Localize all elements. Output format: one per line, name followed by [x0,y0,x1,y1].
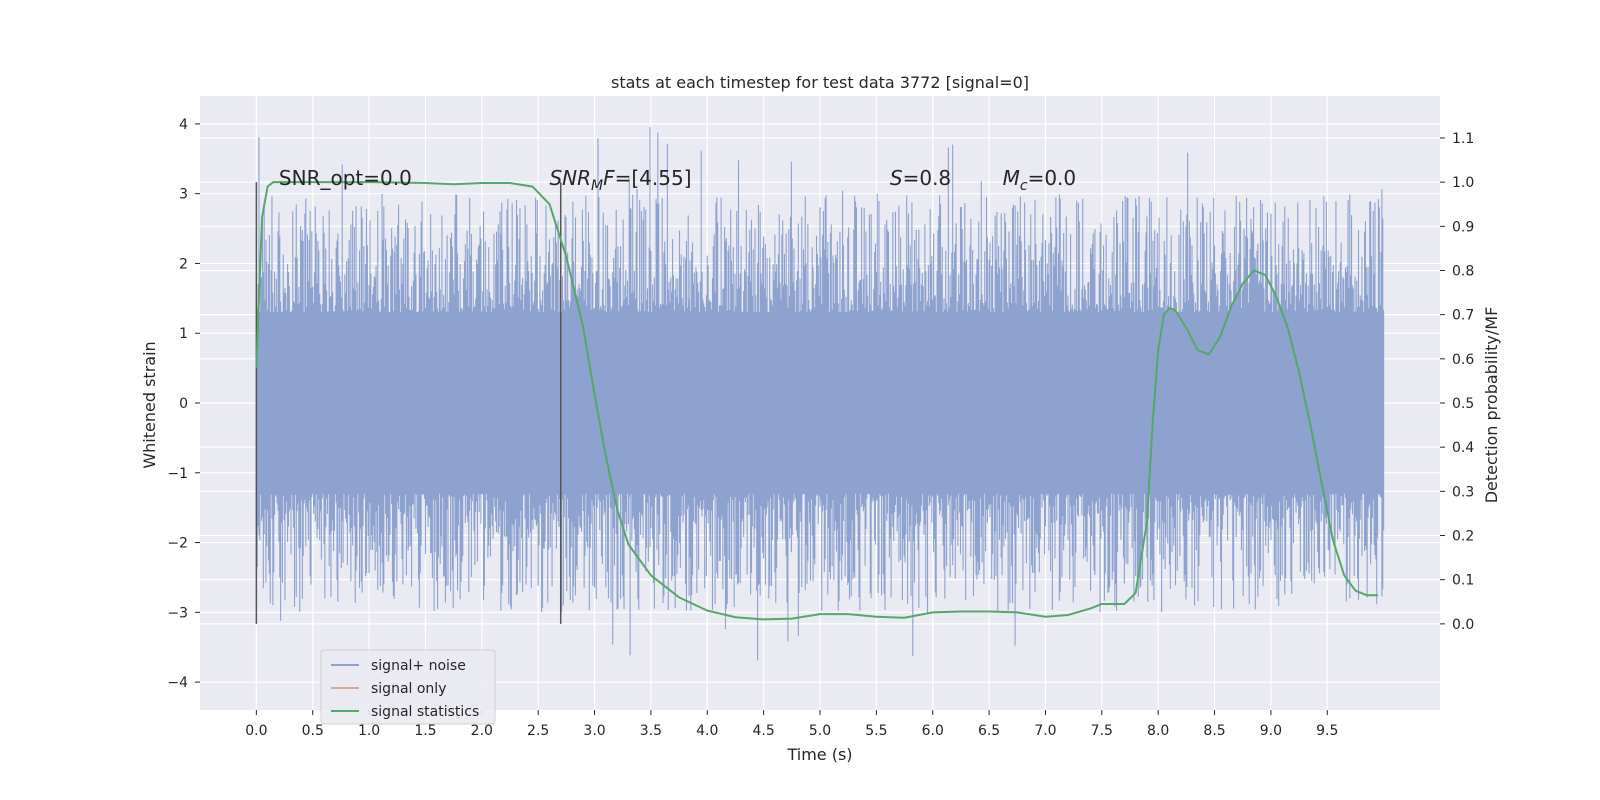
y2-tick-label: 0.4 [1452,440,1474,456]
legend-label: signal only [371,681,446,697]
x-tick-label: 6.5 [978,723,1000,739]
y-tick-label: −3 [167,605,188,621]
x-tick-label: 9.0 [1260,723,1282,739]
x-tick-label: 5.5 [865,723,887,739]
legend: signal+ noise signal only signal statistic… [320,649,496,725]
y-axis-left: 4 3 2 1 0 −1 −2 −3 −4 [167,117,200,691]
x-tick-label: 6.0 [922,723,944,739]
y2-tick-label: 0.1 [1452,573,1474,589]
x-tick-label: 2.0 [471,723,493,739]
y-tick-label: −2 [167,536,188,552]
y2-tick-label: 0.0 [1452,617,1474,633]
x-tick-label: 3.0 [583,723,605,739]
x-tick-label: 4.0 [696,723,718,739]
x-axis: 0.0 0.5 1.0 1.5 2.0 2.5 3.0 3.5 4.0 4.5 5.0 5.5 6.0 6… [245,710,1338,739]
y-axis-label: Whitened strain [140,341,159,468]
y-tick-label: 3 [179,187,188,203]
y2-tick-label: 0.2 [1452,529,1474,545]
x-tick-label: 7.5 [1091,723,1113,739]
series-signal-noise [255,127,1385,661]
annotations: SNR_opt=0.0 SNRMF=[4.55] S=0.8 Mc=0.0 [279,166,1076,194]
y-tick-label: 4 [179,117,188,133]
legend-label: signal statistics [371,704,479,720]
y2-tick-label: 1.1 [1452,131,1474,147]
x-tick-label: 3.5 [640,723,662,739]
y-axis-right: 1.1 1.0 0.9 0.8 0.7 0.6 0.5 0.4 0.3 0.2 0.1 0.0 [1440,131,1474,633]
y2-axis-label: Detection probability/MF [1482,307,1501,504]
x-tick-label: 4.5 [753,723,775,739]
y2-tick-label: 0.6 [1452,352,1474,368]
y2-tick-label: 0.8 [1452,263,1474,279]
x-axis-label: Time (s) [786,745,852,764]
x-tick-label: 1.5 [414,723,436,739]
y-tick-label: 2 [179,256,188,272]
annotation: S=0.8 [890,166,951,190]
x-tick-label: 0.5 [302,723,324,739]
y-tick-label: 0 [179,396,188,412]
y-tick-label: 1 [179,326,188,342]
x-tick-label: 8.0 [1147,723,1169,739]
legend-box [320,649,496,725]
annotation: Mc=0.0 [1003,166,1077,194]
y-tick-label: −1 [167,466,188,482]
signal-statistics-line [255,181,1378,621]
y2-tick-label: 1.0 [1452,175,1474,191]
x-tick-label: 7.0 [1034,723,1056,739]
y2-tick-label: 0.9 [1452,219,1474,235]
y-tick-label: −4 [167,675,188,691]
chart-title: stats at each timestep for test data 377… [611,73,1029,92]
y2-tick-label: 0.3 [1452,484,1474,500]
annotation: SNRMF=[4.55] [549,166,691,194]
x-tick-label: 0.0 [245,723,267,739]
x-tick-label: 2.5 [527,723,549,739]
x-tick-label: 9.5 [1316,723,1338,739]
vertical-markers [255,182,562,624]
annotation: SNR_opt=0.0 [279,166,412,190]
x-tick-label: 8.5 [1203,723,1225,739]
series-signal-statistics [255,181,1378,621]
x-tick-label: 5.0 [809,723,831,739]
legend-label: signal+ noise [371,658,466,674]
x-tick-label: 1.0 [358,723,380,739]
y2-tick-label: 0.7 [1452,308,1474,324]
y2-tick-label: 0.5 [1452,396,1474,412]
